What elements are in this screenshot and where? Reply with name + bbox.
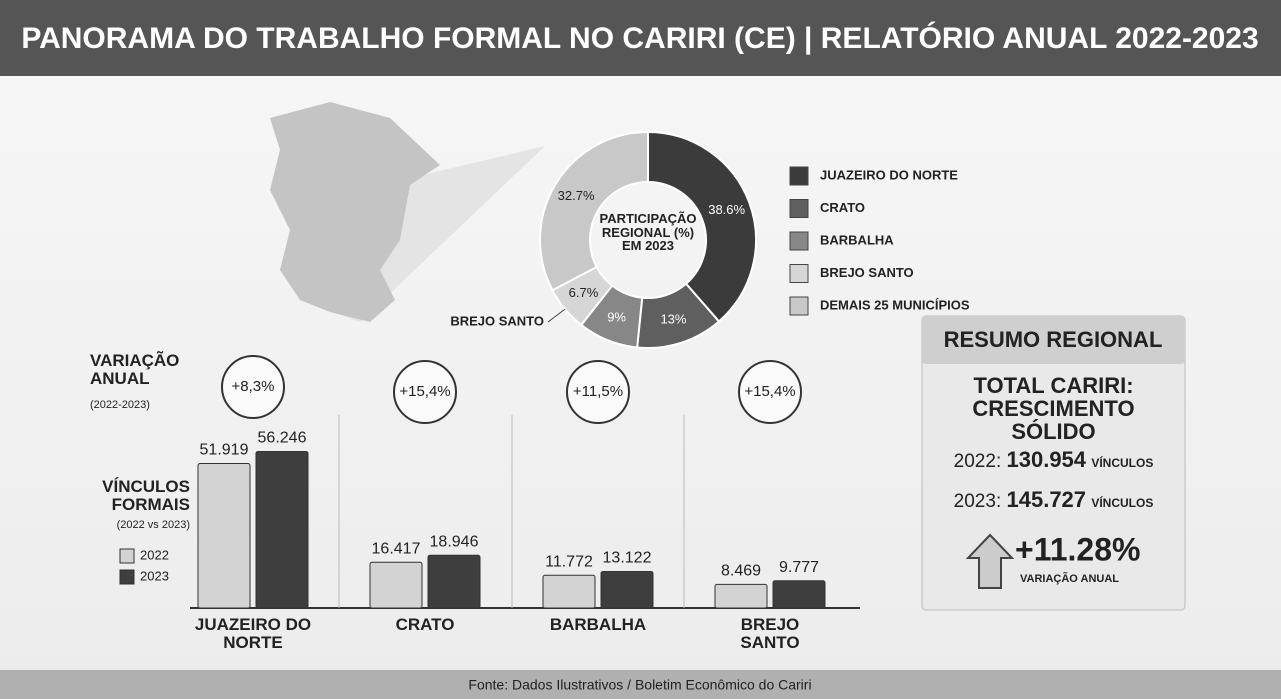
callout-line bbox=[547, 308, 566, 323]
summary-change: +11.28% bbox=[1015, 531, 1140, 567]
up-arrow bbox=[965, 533, 1015, 589]
legend-label: JUAZEIRO DO NORTE bbox=[820, 167, 958, 182]
bar-value-label: 9.777 bbox=[779, 559, 819, 576]
legend-label: DEMAIS 25 MUNICÍPIOS bbox=[820, 297, 970, 312]
bar bbox=[427, 554, 481, 609]
bar-value-label: 11.772 bbox=[545, 553, 593, 570]
bar-value-label: 51.919 bbox=[200, 442, 249, 459]
footer-bar bbox=[0, 670, 1281, 699]
change-label: +8,3% bbox=[232, 378, 275, 395]
unit: VÍNCULOS bbox=[1091, 456, 1154, 470]
change-badge bbox=[738, 360, 802, 424]
bar bbox=[197, 462, 251, 609]
slice-label: 38.6% bbox=[708, 202, 745, 217]
x-tick-label: CRATO bbox=[395, 615, 455, 634]
value: 145.727 bbox=[1006, 487, 1087, 512]
page-title: PANORAMA DO TRABALHO FORMAL NO CARIRI (C… bbox=[21, 21, 1258, 55]
slice-label: 6.7% bbox=[569, 285, 599, 300]
bar bbox=[542, 574, 596, 609]
value-period: (2022 vs 2023) bbox=[116, 519, 190, 531]
legend-swatch bbox=[789, 166, 809, 186]
summary-row: 2022: 130.954 VÍNCULOS bbox=[932, 448, 1175, 472]
bar-value-label: 18.946 bbox=[430, 533, 479, 550]
legend-swatch bbox=[119, 548, 135, 564]
summary-headline: TOTAL CARIRI: CRESCIMENTO SÓLIDO bbox=[972, 373, 1135, 445]
value: 130.954 bbox=[1006, 447, 1087, 472]
change-label: +15,4% bbox=[744, 383, 795, 400]
legend-swatch bbox=[789, 199, 809, 218]
legend-label: CRATO bbox=[820, 200, 865, 215]
summary-change-label: VARIAÇÃO ANUAL bbox=[1020, 572, 1119, 585]
x-tick-label: BARBALHA bbox=[549, 615, 647, 634]
change-badge bbox=[566, 360, 630, 424]
legend-label: 2023 bbox=[140, 568, 169, 583]
bar-value-label: 13.122 bbox=[603, 550, 652, 567]
summary-title: RESUMO REGIONAL bbox=[944, 327, 1163, 352]
slice-label: 32.7% bbox=[558, 188, 595, 203]
summary-header bbox=[922, 316, 1185, 364]
change-label: +11,5% bbox=[573, 383, 623, 400]
legend-label: BARBALHA bbox=[820, 232, 894, 247]
map bbox=[270, 102, 440, 322]
change-title: VARIAÇÃO ANUAL bbox=[90, 351, 180, 388]
slice-label: 13% bbox=[660, 311, 686, 326]
legend-label: 2022 bbox=[140, 547, 169, 562]
footer: Fonte: Dados Ilustrativos / Boletim Econ… bbox=[468, 677, 811, 693]
legend-swatch bbox=[789, 296, 809, 316]
change-period: (2022-2023) bbox=[90, 399, 150, 411]
slice-label: 9% bbox=[607, 309, 626, 324]
unit: VÍNCULOS bbox=[1091, 496, 1154, 510]
change-label: +15,4% bbox=[399, 383, 450, 400]
value-title: VÍNCULOS FORMAIS bbox=[102, 477, 190, 514]
year: 2023: bbox=[953, 491, 1002, 512]
bar bbox=[369, 561, 423, 609]
change-badge bbox=[221, 355, 285, 419]
title-bar bbox=[0, 0, 1281, 76]
donut-title: PARTICIPAÇÃO REGIONAL (%) EM 2023 bbox=[599, 211, 697, 254]
x-tick-label: BREJO SANTO bbox=[740, 615, 800, 652]
bar-value-label: 56.246 bbox=[258, 430, 307, 447]
bar bbox=[714, 583, 768, 609]
x-tick-label: JUAZEIRO DO NORTE bbox=[194, 615, 312, 652]
donut-slice bbox=[647, 130, 757, 323]
bar bbox=[255, 450, 309, 609]
bar bbox=[600, 570, 654, 609]
legend-swatch bbox=[119, 569, 135, 585]
year: 2022: bbox=[953, 451, 1002, 472]
summary-row: 2023: 145.727 VÍNCULOS bbox=[932, 488, 1175, 512]
legend-label: BREJO SANTO bbox=[820, 265, 914, 280]
callout-label: BREJO SANTO bbox=[450, 313, 544, 328]
legend-swatch bbox=[789, 264, 809, 283]
bar bbox=[772, 580, 826, 609]
donut-slice bbox=[539, 130, 649, 292]
bar-value-label: 8.469 bbox=[721, 563, 761, 580]
bar-value-label: 16.417 bbox=[372, 541, 421, 558]
legend-swatch bbox=[789, 231, 809, 251]
change-badge bbox=[393, 360, 457, 424]
